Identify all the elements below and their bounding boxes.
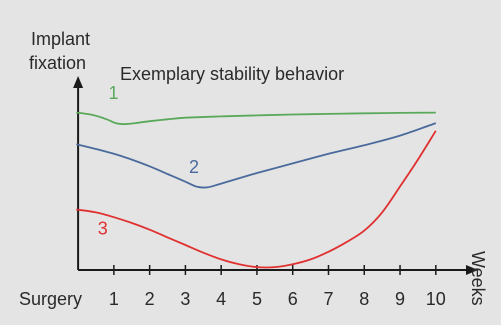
x-tick-label: 2 bbox=[145, 289, 155, 309]
y-axis-label-line-1: Implant bbox=[31, 29, 90, 49]
y-axis-label-line-2: fixation bbox=[29, 53, 86, 73]
series-line-3 bbox=[76, 130, 437, 269]
x-axis-arrow-icon bbox=[466, 265, 478, 275]
x-tick-labels: Surgery 1 2 3 4 5 6 7 8 9 10 bbox=[19, 289, 446, 309]
x-tick-label: Surgery bbox=[19, 289, 82, 309]
x-tick-label: 1 bbox=[109, 289, 119, 309]
series-line-1 bbox=[76, 111, 436, 125]
series-line-2 bbox=[76, 122, 437, 189]
x-tick-label: 9 bbox=[395, 289, 405, 309]
series-group: 1 2 3 bbox=[76, 83, 437, 269]
series-label-3: 3 bbox=[98, 218, 108, 238]
x-tick-label: 5 bbox=[252, 289, 262, 309]
chart-title: Exemplary stability behavior bbox=[120, 64, 344, 84]
series-label-2: 2 bbox=[189, 157, 199, 177]
x-axis-label: Weeks bbox=[468, 251, 488, 306]
y-axis-arrow-icon bbox=[73, 76, 84, 88]
series-label-1: 1 bbox=[109, 83, 119, 103]
x-tick-label: 4 bbox=[216, 289, 226, 309]
x-tick-label: 8 bbox=[359, 289, 369, 309]
x-tick-label: 6 bbox=[288, 289, 298, 309]
x-tick-label: 7 bbox=[323, 289, 333, 309]
x-tick-label: 3 bbox=[180, 289, 190, 309]
x-tick-label: 10 bbox=[426, 289, 446, 309]
